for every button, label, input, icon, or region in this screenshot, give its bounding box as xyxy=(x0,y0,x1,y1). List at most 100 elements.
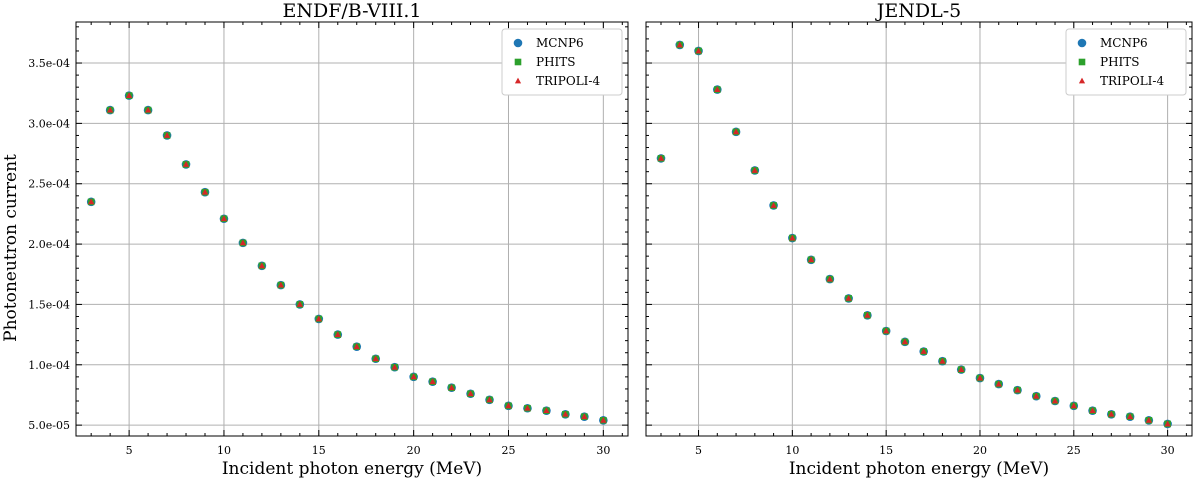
data-point xyxy=(524,404,531,411)
data-point xyxy=(751,167,758,173)
x-tick-label: 20 xyxy=(973,444,987,457)
data-point xyxy=(770,202,777,208)
legend: MCNP6 PHITS TRIPOLI-4 xyxy=(501,28,623,96)
data-point xyxy=(789,234,796,241)
data-point xyxy=(296,301,303,307)
data-point xyxy=(543,407,550,414)
x-tick-label: 30 xyxy=(596,444,610,457)
data-point xyxy=(808,256,815,263)
x-tick-label: 25 xyxy=(1067,444,1081,457)
legend-marker xyxy=(1077,38,1087,48)
y-axis-label: Photoneutron current xyxy=(1,154,21,342)
data-point xyxy=(239,239,247,246)
plot-frame xyxy=(645,21,1193,437)
data-point xyxy=(126,92,133,99)
data-point xyxy=(182,161,190,167)
data-point xyxy=(732,128,740,135)
data-point xyxy=(1033,392,1040,399)
y-tick-label: 2.0e-04 xyxy=(28,238,70,251)
data-point xyxy=(163,132,171,138)
legend-entry: TRIPOLI-4 xyxy=(1078,74,1164,88)
legend-marker xyxy=(514,58,522,66)
legend-entry: PHITS xyxy=(514,55,576,69)
data-point xyxy=(600,416,607,423)
data-point xyxy=(467,390,474,397)
chart-title: JENDL-5 xyxy=(875,0,961,22)
x-tick-label: 10 xyxy=(217,444,231,457)
chart-panel-1: 5 10 15 20 25 30 5.0e-05 1.0e-04 1.5e-04 2.0e-04 2… xyxy=(28,0,629,479)
x-tick-label: 15 xyxy=(879,444,893,457)
data-point xyxy=(1126,413,1134,420)
legend-marker xyxy=(1078,77,1086,84)
data-point xyxy=(258,262,265,269)
chart-title: ENDF/B-VIII.1 xyxy=(282,0,421,22)
legend-label: PHITS xyxy=(536,55,576,69)
series-phits xyxy=(87,92,607,424)
x-tick-label: 30 xyxy=(1161,444,1175,457)
legend-marker xyxy=(513,38,523,48)
data-point xyxy=(883,327,890,334)
data-point xyxy=(1070,402,1077,409)
series-tripoli-4 xyxy=(657,41,1171,427)
y-tick-label: 1.0e-04 xyxy=(28,359,70,372)
data-point xyxy=(714,86,721,92)
data-point xyxy=(562,410,569,417)
data-point xyxy=(448,384,455,391)
y-tick-label: 3.0e-04 xyxy=(28,117,70,130)
series-tripoli-4 xyxy=(88,92,607,423)
legend-entry: MCNP6 xyxy=(1077,36,1148,50)
legend-entry: PHITS xyxy=(1078,55,1140,69)
legend-marker xyxy=(1078,58,1086,66)
data-point xyxy=(676,41,683,48)
data-point xyxy=(845,295,852,301)
data-point xyxy=(1108,410,1115,417)
x-tick-label: 5 xyxy=(695,444,702,457)
data-point xyxy=(1164,420,1171,427)
series-mcnp6 xyxy=(656,40,1172,429)
data-point xyxy=(657,154,665,161)
series-phits xyxy=(657,41,1171,428)
x-axis-label: Incident photon energy (MeV) xyxy=(789,459,1049,479)
x-tick-label: 25 xyxy=(501,444,515,457)
y-tick-label: 5.0e-05 xyxy=(28,419,70,432)
data-point xyxy=(334,331,341,338)
x-tick-label: 20 xyxy=(407,444,421,457)
x-tick-label: 10 xyxy=(785,444,799,457)
chart-panel-2: 5 10 15 20 25 30 JENDL-5 Incident photon energy… xyxy=(645,0,1193,479)
data-point xyxy=(901,338,909,345)
data-point xyxy=(410,373,417,380)
data-point xyxy=(1014,386,1021,393)
data-point xyxy=(1051,397,1059,404)
y-tick-label: 2.5e-04 xyxy=(28,178,70,191)
data-point xyxy=(864,311,871,318)
data-point xyxy=(429,378,436,385)
legend-label: PHITS xyxy=(1100,55,1140,69)
data-point xyxy=(1145,416,1152,423)
data-point xyxy=(920,348,927,354)
y-tick-label: 3.5e-04 xyxy=(28,57,70,70)
legend: MCNP6 PHITS TRIPOLI-4 xyxy=(1065,28,1187,96)
data-point xyxy=(695,47,702,54)
legend-marker xyxy=(514,77,522,84)
data-point xyxy=(939,357,946,364)
data-point xyxy=(144,106,152,113)
legend-box xyxy=(1065,28,1187,96)
plot-frame xyxy=(75,21,629,437)
data-point xyxy=(976,374,984,381)
data-point xyxy=(505,402,512,409)
data-point xyxy=(107,106,114,113)
legend-entry: TRIPOLI-4 xyxy=(514,74,600,88)
legend-entry: MCNP6 xyxy=(513,36,584,50)
series-mcnp6 xyxy=(86,91,608,425)
legend-label: MCNP6 xyxy=(536,36,584,50)
data-point xyxy=(995,380,1002,387)
data-point xyxy=(391,363,398,370)
x-axis-label: Incident photon energy (MeV) xyxy=(222,459,482,479)
data-point xyxy=(277,281,284,288)
data-point xyxy=(1089,407,1096,414)
data-point xyxy=(88,198,95,205)
data-point xyxy=(372,355,379,362)
legend-label: TRIPOLI-4 xyxy=(1100,74,1164,88)
